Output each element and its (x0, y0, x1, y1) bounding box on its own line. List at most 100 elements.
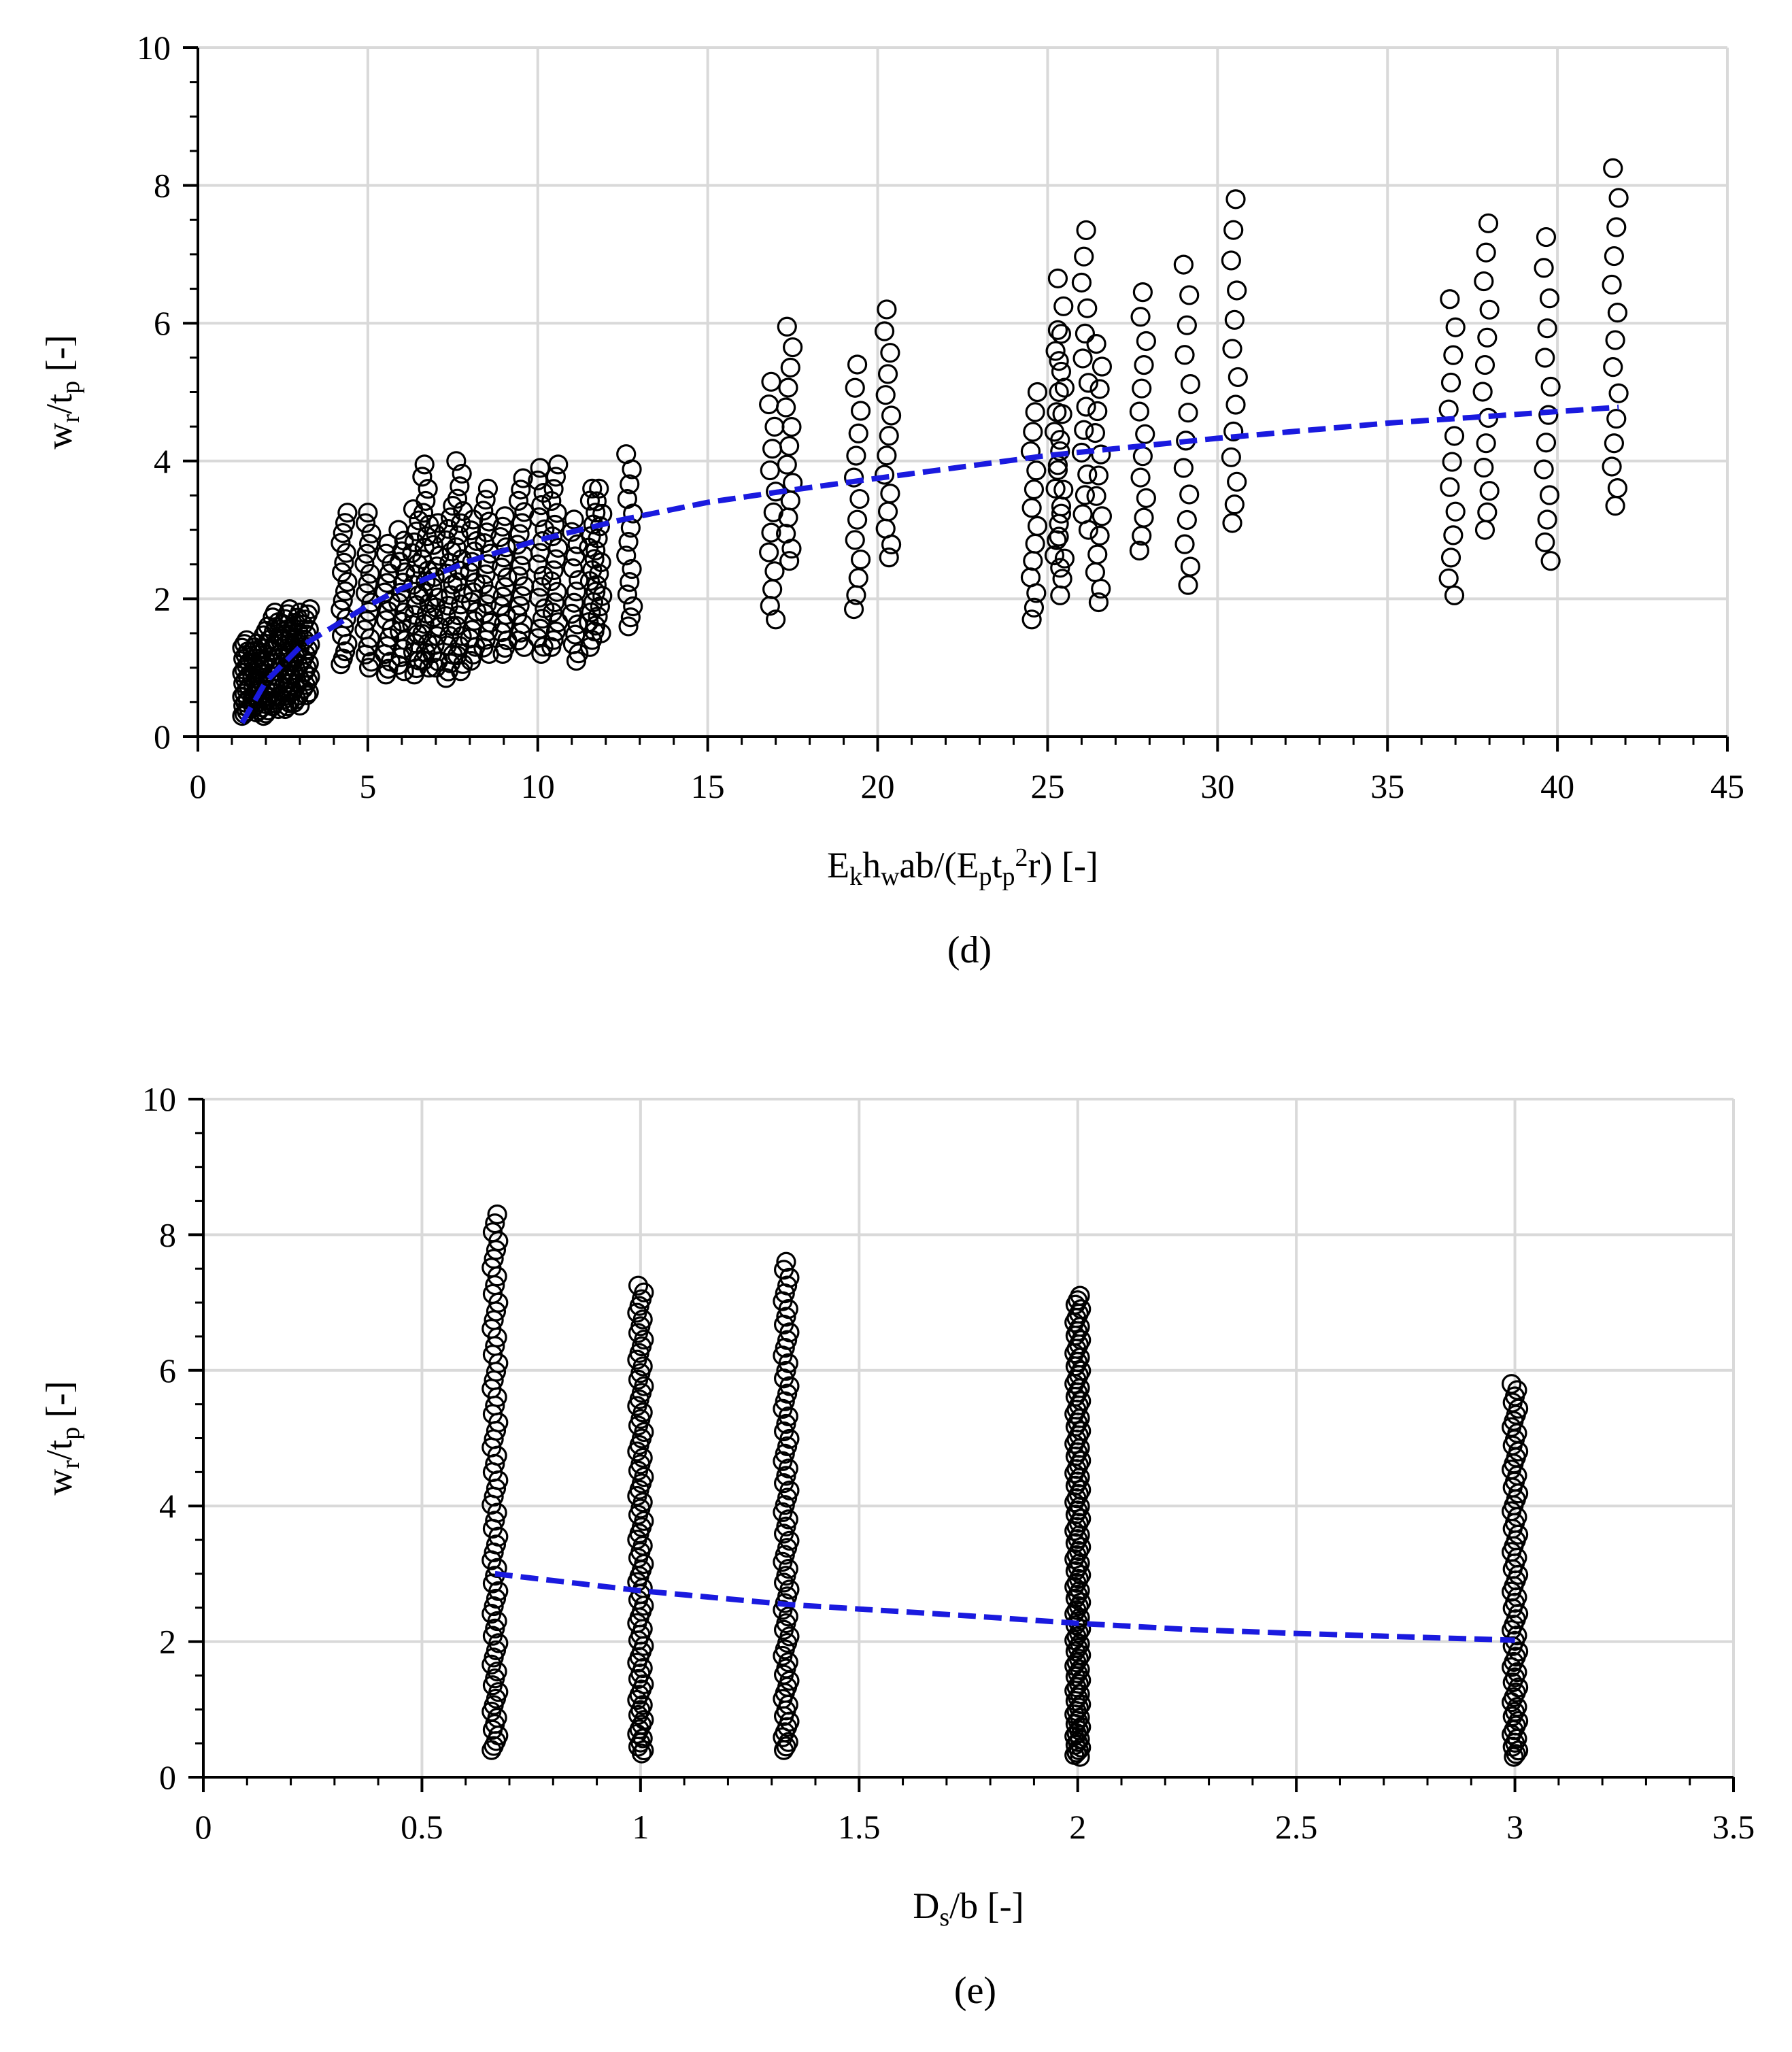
data-point (879, 426, 899, 446)
data-point (1508, 1677, 1529, 1698)
data-point (460, 628, 480, 649)
data-point (634, 1330, 654, 1350)
data-point (388, 520, 409, 540)
data-point (490, 526, 511, 548)
data-point (777, 1436, 798, 1457)
data-point (448, 525, 469, 545)
data-point (548, 537, 569, 558)
data-point (1602, 274, 1622, 295)
data-point (1071, 1360, 1092, 1381)
data-point (1050, 441, 1070, 461)
data-point (416, 571, 436, 592)
data-point (778, 1607, 798, 1627)
data-point (467, 601, 487, 622)
x-axis-title: Ds/b [-] (913, 1885, 1024, 1932)
data-point (1091, 444, 1111, 465)
data-point (1077, 464, 1098, 485)
data-point (776, 524, 796, 544)
data-point (1539, 485, 1560, 505)
x-tick-label: 0 (190, 767, 207, 805)
data-point (406, 521, 427, 541)
data-point (1507, 1662, 1527, 1683)
data-point (1608, 188, 1629, 208)
data-point (777, 1383, 798, 1404)
data-point (450, 513, 471, 533)
data-point (1065, 1734, 1085, 1755)
data-point (1607, 478, 1628, 499)
data-point (548, 454, 569, 475)
data-point (1020, 567, 1041, 588)
data-point (543, 560, 564, 581)
data-point (634, 1422, 654, 1443)
data-point (1227, 280, 1247, 301)
data-point (473, 574, 494, 594)
data-point (1604, 433, 1625, 454)
data-point (777, 1330, 798, 1350)
data-point (1606, 409, 1627, 429)
data-point (1173, 254, 1194, 275)
y-tick-label: 0 (159, 1758, 176, 1796)
data-point (382, 553, 402, 574)
data-point (590, 516, 611, 537)
data-point (875, 385, 896, 405)
data-point (875, 518, 896, 539)
data-point (632, 1492, 653, 1513)
data-point (1440, 289, 1460, 309)
data-point (1605, 330, 1625, 350)
x-axis-title-subscript: k (849, 862, 862, 891)
data-point (1504, 1747, 1524, 1767)
panel-label: (d) (947, 929, 992, 971)
data-point (1134, 355, 1154, 375)
data-point (356, 543, 377, 564)
data-point (1507, 1626, 1527, 1646)
data-point (776, 397, 796, 418)
data-point (1472, 382, 1493, 402)
y-tick-label: 4 (154, 442, 171, 480)
y-axis-title-subscript: r (56, 414, 85, 423)
data-point (586, 491, 607, 511)
x-tick-label: 10 (521, 767, 555, 805)
data-point (1071, 1391, 1092, 1411)
data-point (618, 616, 639, 637)
data-point (564, 509, 584, 530)
data-point (592, 586, 613, 606)
data-point (773, 1260, 794, 1280)
data-point (1024, 597, 1045, 618)
data-point (779, 551, 800, 571)
data-point (460, 592, 481, 612)
data-point (358, 503, 378, 523)
data-point (545, 467, 567, 487)
x-tick-label: 5 (359, 767, 376, 805)
data-point (764, 416, 785, 437)
data-point (620, 572, 640, 592)
data-point (1604, 246, 1625, 267)
data-point (877, 501, 898, 522)
data-point (850, 401, 871, 421)
x-axis-title-part: ab/(E (900, 845, 979, 886)
data-point (494, 577, 515, 597)
data-point (778, 1558, 798, 1579)
data-point (764, 561, 785, 582)
data-point (513, 468, 533, 488)
data-point (1051, 503, 1072, 524)
data-point (1132, 378, 1152, 399)
data-point (1021, 609, 1042, 630)
data-point (874, 321, 895, 341)
data-point (545, 621, 567, 642)
data-point (418, 479, 438, 499)
data-point (877, 299, 897, 320)
data-point (492, 516, 513, 537)
data-point (1134, 507, 1154, 528)
data-point (1478, 213, 1499, 233)
data-point (1047, 460, 1068, 480)
data-point (1135, 424, 1155, 444)
data-point (300, 634, 320, 655)
data-point (446, 451, 467, 471)
data-point (762, 579, 783, 599)
data-point (509, 595, 530, 616)
data-point (849, 488, 870, 509)
data-point (511, 513, 532, 533)
y-tick-label: 8 (159, 1215, 176, 1254)
data-point (474, 603, 495, 624)
data-point (877, 364, 898, 384)
